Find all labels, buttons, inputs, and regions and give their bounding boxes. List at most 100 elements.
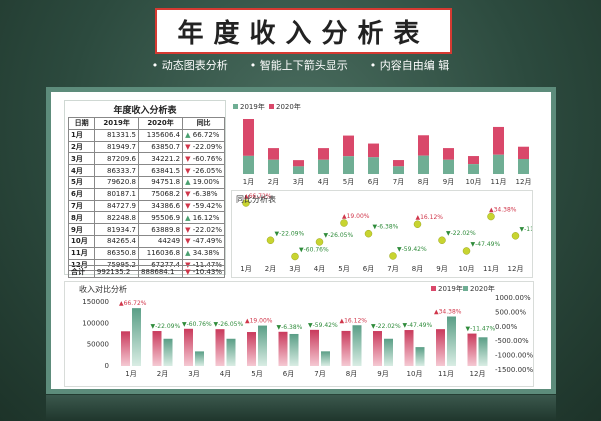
row-2020: 63850.7 — [137, 140, 184, 154]
yoy-point — [511, 232, 520, 240]
page-title-box: 年度收入分析表 — [155, 8, 452, 54]
yoy-label: ▼-47.49% — [403, 322, 433, 329]
legend-swatch-2019 — [233, 104, 238, 109]
table-row: 5月 79620.8 94751.8 ▲ 19.00% — [67, 175, 225, 189]
bar-2020 — [415, 347, 425, 366]
bar-2020 — [352, 325, 362, 366]
x-tick-label: 3月 — [188, 370, 199, 378]
row-month: 9月 — [67, 223, 96, 236]
bottom-chart-panel: 收入对比分析 2019年 2020年 150000 100000 50000 0 1000.… — [64, 281, 534, 387]
arrow-down-icon: ▼ — [185, 201, 191, 210]
arrow-down-icon: ▼ — [185, 237, 191, 246]
yoy-label: ▼-60.76% — [299, 247, 329, 254]
yoy-point — [315, 238, 324, 246]
x-tick-label: 1月 — [243, 178, 254, 186]
x-tick-label: 8月 — [418, 178, 429, 186]
arrow-up-icon: ▲ — [185, 131, 191, 140]
x-tick-label: 8月 — [346, 370, 357, 378]
legend-label-2020: 2020年 — [470, 284, 495, 293]
x-tick-label: 4月 — [314, 265, 325, 273]
row-month: 1月 — [67, 128, 96, 142]
x-tick-label: 7月 — [387, 265, 398, 273]
y2-tick-label: 1000.00% — [495, 294, 531, 302]
bar-2019 — [247, 332, 256, 366]
row-yoy-value: -26.05% — [192, 166, 222, 175]
arrow-down-icon: ▼ — [185, 267, 191, 276]
bar-2020 — [478, 337, 488, 366]
row-2020: 95506.9 — [137, 211, 184, 225]
row-2019: 81331.5 — [94, 128, 139, 142]
yoy-point — [266, 236, 275, 245]
table-row: 9月 81934.7 63889.8 ▼ -22.02% — [67, 223, 225, 236]
top-bar-chart: 2019年 2020年 1月 2月 3月 4月 5月 6月 7月 8月 9月 10月 11月 12月 — [233, 102, 532, 186]
page-title: 年度收入分析表 — [177, 18, 430, 49]
row-yoy-value: -6.38% — [192, 190, 218, 199]
x-tick-label: 2月 — [265, 265, 276, 273]
bottom-chart: 2019年 2020年 150000 100000 50000 0 1000.00% 500.… — [82, 284, 533, 378]
row-yoy-value: -11.47% — [192, 260, 222, 269]
y2-tick-label: 500.00% — [495, 308, 526, 316]
total-2020: 888684.1 — [138, 265, 184, 278]
col-header: 2019年 — [94, 117, 139, 130]
yoy-panel: 同比分析表 ▲66.72% 1月 ▼-22.09% 2月 ▼-60.76% 3月 ▼-26.… — [231, 190, 549, 278]
bar-2020 — [132, 308, 141, 366]
yoy-point — [340, 219, 348, 227]
x-tick-label: 5月 — [251, 370, 262, 378]
row-2020: 34386.6 — [137, 199, 184, 213]
y2-tick-label: -1000.00% — [495, 352, 533, 360]
y-tick-label: 50000 — [87, 341, 109, 349]
income-table: 日期 2019年 2020年 同比 1月 81331.5 135606.4 ▲ 66.… — [67, 117, 225, 272]
row-month: 4月 — [67, 164, 96, 177]
row-2019: 81934.7 — [94, 223, 139, 236]
bar-2019 — [468, 164, 479, 174]
table-row: 7月 84727.9 34386.6 ▼ -59.42% — [67, 199, 225, 213]
yoy-label: ▼-47.49% — [471, 241, 501, 248]
yoy-label: ▼-6.38% — [277, 324, 303, 331]
yoy-label: ▼-11.47% — [520, 226, 533, 233]
x-tick-label: 7月 — [393, 178, 404, 186]
yoy-point — [462, 247, 471, 255]
table-row: 6月 80187.1 75068.2 ▼ -6.38% — [67, 187, 225, 201]
y2-tick-label: -1500.00% — [495, 366, 533, 374]
legend-swatch-2019 — [431, 286, 436, 291]
bar-2020 — [243, 119, 254, 156]
y2-tick-label: -500.00% — [495, 337, 529, 345]
table-row: 11月 86350.8 116036.8 ▲ 34.38% — [67, 246, 225, 260]
row-yoy: ▼ -47.49% — [182, 234, 225, 248]
total-row: 合计 992135.2 888684.1 ▼ -10.43% — [68, 265, 225, 278]
row-yoy: ▲ 16.12% — [182, 211, 225, 225]
bar-2020 — [163, 338, 173, 366]
bar-2020 — [226, 338, 236, 366]
row-2019: 81949.7 — [94, 140, 139, 154]
arrow-up-icon: ▲ — [185, 249, 191, 258]
arrow-down-icon: ▼ — [185, 154, 191, 163]
bar-2019 — [373, 331, 382, 366]
col-header: 日期 — [67, 117, 96, 130]
bar-2020 — [468, 156, 479, 165]
row-2019: 87209.6 — [94, 152, 139, 166]
y-tick-label: 0 — [105, 362, 109, 370]
yoy-label: ▼-11.47% — [466, 326, 496, 333]
x-tick-label: 9月 — [436, 265, 447, 273]
yoy-point — [438, 236, 446, 244]
yoy-point — [487, 212, 495, 221]
yoy-label: ▲66.72% — [119, 300, 147, 307]
row-yoy-value: -22.09% — [192, 142, 222, 151]
row-2020: 44249 — [137, 234, 184, 248]
yoy-label: ▲66.72% — [244, 193, 272, 200]
card-shadow — [46, 395, 556, 421]
feature-list: 动态图表分析 智能上下箭头显示 内容自由编 辑 — [0, 57, 601, 73]
x-tick-label: 3月 — [289, 265, 300, 273]
row-yoy: ▼ -60.76% — [182, 152, 225, 166]
arrow-down-icon: ▼ — [185, 260, 191, 269]
x-tick-label: 12月 — [516, 178, 532, 186]
x-tick-label: 2月 — [268, 178, 279, 186]
col-header: 2020年 — [137, 117, 184, 130]
bar-2019 — [268, 159, 279, 174]
yoy-label: ▼-26.05% — [324, 232, 354, 239]
x-tick-label: 1月 — [240, 265, 251, 273]
row-2020: 94751.8 — [137, 175, 184, 189]
total-yoy: ▼ -10.43% — [182, 265, 225, 278]
arrow-up-icon: ▲ — [185, 178, 191, 187]
x-tick-label: 12月 — [470, 370, 486, 378]
